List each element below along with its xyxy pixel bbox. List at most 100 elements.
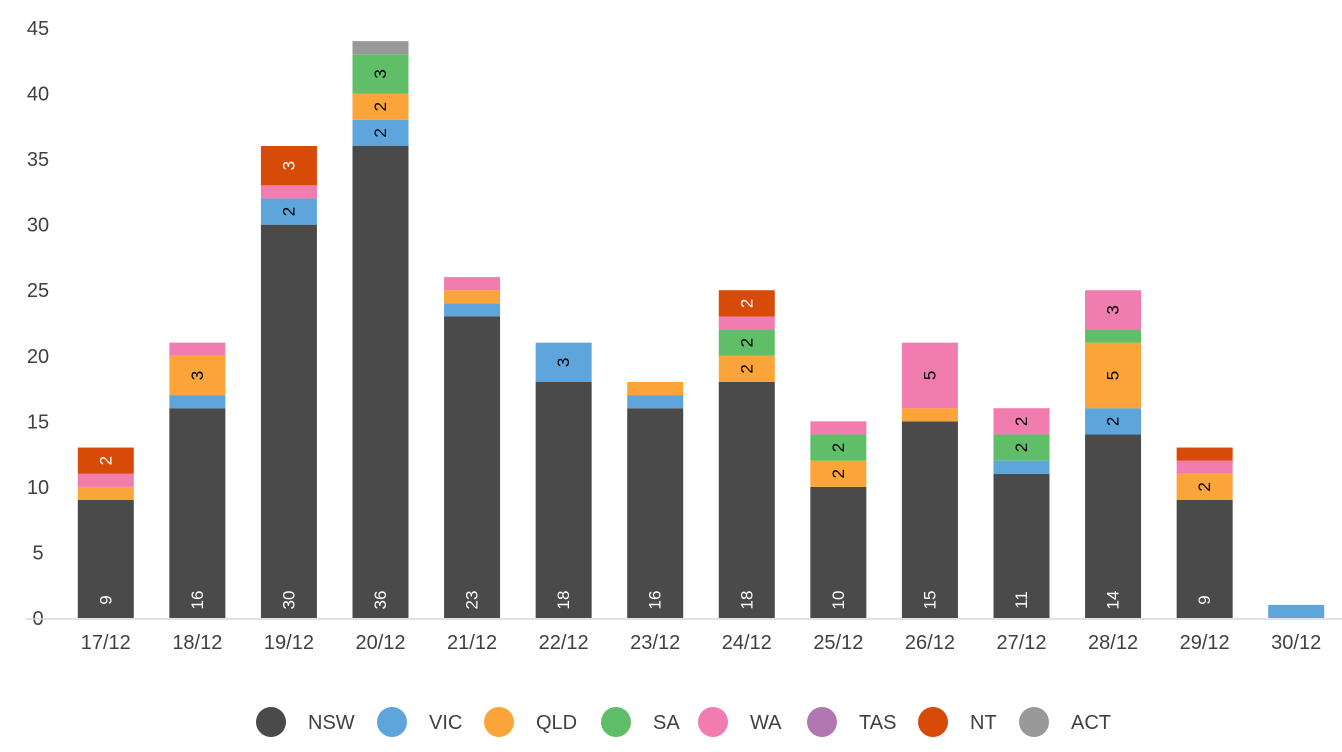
x-tick-label: 24/12 (722, 632, 772, 654)
y-tick-label: 5 (32, 542, 43, 564)
bar-segment-wa (1176, 460, 1233, 474)
bar-segment-sa (352, 54, 409, 94)
bar-stack: 18 2 2 2 (718, 290, 775, 618)
data-label: 2 (829, 443, 848, 452)
legend-swatch (1019, 707, 1049, 737)
bar-segment-nsw (169, 408, 226, 618)
bar-segment-wa (718, 316, 775, 330)
x-axis: 17/12 18/12 19/12 20/12 21/12 22/12 23/12 24/12… (81, 632, 1321, 654)
bar-segment-qld (627, 382, 684, 396)
data-label: 18 (554, 591, 573, 610)
x-tick-label: 30/12 (1271, 632, 1321, 654)
data-label: 3 (371, 69, 390, 78)
bar-segment-nsw (1176, 500, 1233, 618)
bar-segment-vic (1268, 604, 1325, 618)
x-tick-label: 29/12 (1180, 632, 1230, 654)
y-tick-label: 15 (27, 411, 49, 433)
data-label: 23 (463, 591, 482, 610)
legend-swatch (807, 707, 837, 737)
x-tick-label: 21/12 (447, 632, 497, 654)
bar-segment-vic (627, 395, 684, 409)
data-label: 10 (829, 591, 848, 610)
y-tick-label: 45 (27, 18, 49, 40)
bar-segment-nsw (627, 408, 684, 618)
bar-segment-vic (1085, 408, 1142, 435)
legend-swatch (484, 707, 514, 737)
bar-segment-sa (810, 434, 867, 461)
legend-item-wa: WA (698, 707, 782, 737)
bar-stack: 11 2 2 (993, 408, 1050, 618)
data-label: 16 (188, 591, 207, 610)
data-label: 2 (737, 364, 756, 373)
bar-segment-qld (1085, 342, 1142, 409)
bar-segment-nt (1176, 447, 1233, 461)
bar-segment-act (352, 41, 409, 55)
bar-stack: 14 2 5 3 (1085, 290, 1142, 618)
bar-stack (1268, 604, 1325, 618)
legend-swatch (377, 707, 407, 737)
data-label: 3 (1104, 305, 1123, 314)
bar-segment-nsw (901, 421, 958, 618)
data-label: 2 (737, 338, 756, 347)
y-tick-label: 20 (27, 346, 49, 368)
bar-segment-nt (718, 290, 775, 317)
data-label: 2 (737, 299, 756, 308)
bar-segment-wa (169, 342, 226, 356)
data-label: 14 (1104, 591, 1123, 610)
y-tick-label: 30 (27, 215, 49, 237)
data-label: 2 (279, 207, 298, 216)
bar-segment-vic (993, 460, 1050, 474)
data-label: 2 (1012, 443, 1031, 452)
legend-swatch (918, 707, 948, 737)
data-label: 9 (96, 595, 115, 604)
data-label: 36 (371, 591, 390, 610)
legend-item-nt: NT (918, 707, 997, 737)
bar-segment-sa (993, 434, 1050, 461)
bar-segment-nsw (260, 224, 317, 618)
data-label: 2 (1104, 417, 1123, 426)
x-tick-label: 25/12 (813, 632, 863, 654)
bar-stack: 15 5 (901, 342, 958, 618)
bar-segment-wa (993, 408, 1050, 435)
bar-segment-qld (901, 408, 958, 422)
bar-segment-qld (169, 355, 226, 396)
data-label: 2 (1195, 482, 1214, 491)
data-label: 3 (554, 358, 573, 367)
bar-segment-qld (718, 355, 775, 382)
x-tick-label: 27/12 (996, 632, 1046, 654)
bar-segment-nt (77, 447, 134, 474)
bar-segment-qld (1176, 473, 1233, 500)
y-tick-label: 25 (27, 280, 49, 302)
bar-segment-qld (444, 290, 501, 304)
bar-stack: 23 (444, 277, 501, 618)
data-label: 11 (1012, 591, 1031, 609)
data-label: 2 (96, 456, 115, 465)
legend-item-nsw: NSW (256, 707, 355, 737)
bar-segment-nsw (1085, 434, 1142, 618)
bar-segment-qld (77, 486, 134, 500)
legend-label: SA (653, 712, 680, 734)
legend-label: NSW (308, 712, 355, 734)
legend-label: ACT (1071, 712, 1111, 734)
bar-segment-vic (535, 342, 592, 382)
legend-label: VIC (429, 712, 462, 734)
bar-segment-wa (810, 421, 867, 435)
bar-stack: 10 2 2 (810, 421, 867, 618)
data-label: 3 (279, 161, 298, 170)
bar-segment-wa (260, 185, 317, 199)
x-tick-label: 19/12 (264, 632, 314, 654)
bar-segment-qld (352, 93, 409, 120)
y-tick-label: 35 (27, 149, 49, 171)
bar-stack: 18 3 (535, 342, 592, 618)
legend-swatch (256, 707, 286, 737)
data-label: 2 (829, 469, 848, 478)
legend-item-tas: TAS (807, 707, 896, 737)
data-label: 2 (371, 128, 390, 137)
legend-label: TAS (859, 712, 896, 734)
bar-segment-nsw (444, 316, 501, 618)
bar-segment-sa (1085, 329, 1142, 343)
x-tick-label: 20/12 (355, 632, 405, 654)
